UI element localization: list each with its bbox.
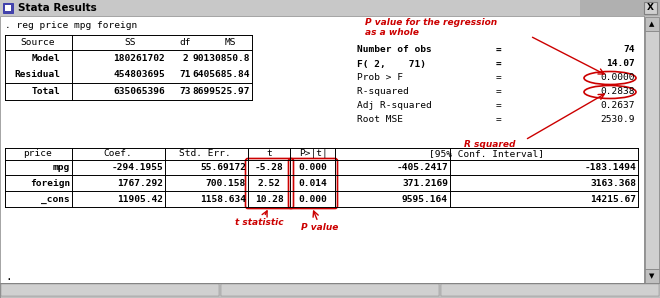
- Text: F( 2,    71): F( 2, 71): [357, 60, 426, 69]
- Text: 454803695: 454803695: [114, 70, 165, 79]
- Text: 700.158: 700.158: [206, 179, 246, 187]
- Bar: [5, 5, 11, 11]
- Text: 0.2637: 0.2637: [601, 102, 635, 111]
- Text: 371.2169: 371.2169: [402, 179, 448, 187]
- Bar: [1, 284, 219, 296]
- Text: ▼: ▼: [649, 273, 655, 279]
- Text: Source: Source: [20, 38, 55, 47]
- Text: 90130850.8: 90130850.8: [193, 54, 250, 63]
- Bar: [645, 17, 659, 31]
- Text: =: =: [495, 74, 501, 83]
- Text: Model: Model: [31, 54, 60, 63]
- Text: 1158.634: 1158.634: [200, 195, 246, 204]
- Bar: [3, 3, 13, 13]
- Text: Prob > F: Prob > F: [357, 74, 426, 83]
- Text: 635065396: 635065396: [114, 87, 165, 96]
- Text: 2.52: 2.52: [257, 179, 280, 187]
- Text: Adj R-squared: Adj R-squared: [357, 102, 432, 111]
- Text: SS: SS: [124, 38, 136, 47]
- Text: 0.0000: 0.0000: [601, 74, 635, 83]
- Text: 2530.9: 2530.9: [601, 116, 635, 125]
- Text: ▲: ▲: [649, 21, 655, 27]
- Text: 71: 71: [180, 70, 191, 79]
- Text: =: =: [495, 116, 501, 125]
- Text: Std. Err.: Std. Err.: [179, 150, 231, 159]
- Bar: [645, 31, 659, 269]
- Text: Total: Total: [31, 87, 60, 96]
- Text: .: .: [5, 272, 12, 282]
- Text: =: =: [495, 102, 501, 111]
- Bar: [0, 0, 660, 16]
- Text: [95% Conf. Interval]: [95% Conf. Interval]: [429, 150, 544, 159]
- Bar: [441, 284, 659, 296]
- Bar: [0, 283, 660, 298]
- Text: 3163.368: 3163.368: [590, 179, 636, 187]
- Text: 0.2838: 0.2838: [601, 88, 635, 97]
- Text: X: X: [647, 4, 654, 13]
- Text: R squared: R squared: [464, 140, 515, 149]
- Text: 180261702: 180261702: [114, 54, 165, 63]
- Text: 1767.292: 1767.292: [117, 179, 163, 187]
- Text: MS: MS: [224, 38, 236, 47]
- Text: _cons: _cons: [41, 195, 70, 204]
- Text: 14215.67: 14215.67: [590, 195, 636, 204]
- Text: =: =: [495, 88, 501, 97]
- Text: 8699525.97: 8699525.97: [193, 87, 250, 96]
- Bar: [645, 269, 659, 283]
- Text: 0.000: 0.000: [298, 163, 327, 172]
- Text: 55.69172: 55.69172: [200, 163, 246, 172]
- Text: 10.28: 10.28: [255, 195, 283, 204]
- Text: -405.2417: -405.2417: [396, 163, 448, 172]
- Text: Number of obs: Number of obs: [357, 46, 432, 55]
- Text: R-squared: R-squared: [357, 88, 426, 97]
- Text: Root MSE: Root MSE: [357, 116, 426, 125]
- Bar: [0, 16, 644, 283]
- Text: 73: 73: [180, 87, 191, 96]
- Text: 11905.42: 11905.42: [117, 195, 163, 204]
- Bar: [0, 16, 644, 283]
- Text: P value for the regression
as a whole: P value for the regression as a whole: [365, 18, 497, 38]
- Text: 0.014: 0.014: [298, 179, 327, 187]
- Text: 6405685.84: 6405685.84: [193, 70, 250, 79]
- Text: 2: 2: [182, 54, 188, 63]
- Text: . reg price mpg foreign: . reg price mpg foreign: [5, 21, 137, 30]
- Text: P>|t|: P>|t|: [298, 150, 327, 159]
- Bar: [644, 2, 657, 14]
- Text: -5.28: -5.28: [255, 163, 283, 172]
- Bar: [0, 0, 580, 16]
- Text: Residual: Residual: [14, 70, 60, 79]
- Bar: [221, 284, 439, 296]
- Text: Stata Results: Stata Results: [18, 3, 97, 13]
- Text: df: df: [180, 38, 191, 47]
- Text: Coef.: Coef.: [104, 150, 133, 159]
- Text: 0.000: 0.000: [298, 195, 327, 204]
- Text: -183.1494: -183.1494: [584, 163, 636, 172]
- Text: P value: P value: [302, 223, 339, 232]
- Text: =: =: [495, 60, 501, 69]
- Text: =: =: [495, 46, 501, 55]
- Text: price: price: [24, 150, 52, 159]
- Text: 9595.164: 9595.164: [402, 195, 448, 204]
- Text: foreign: foreign: [30, 179, 70, 187]
- Text: -294.1955: -294.1955: [112, 163, 163, 172]
- Text: 14.07: 14.07: [607, 60, 635, 69]
- Text: t: t: [266, 150, 272, 159]
- Text: 74: 74: [624, 46, 635, 55]
- Text: t statistic: t statistic: [235, 218, 283, 227]
- Text: mpg: mpg: [53, 163, 70, 172]
